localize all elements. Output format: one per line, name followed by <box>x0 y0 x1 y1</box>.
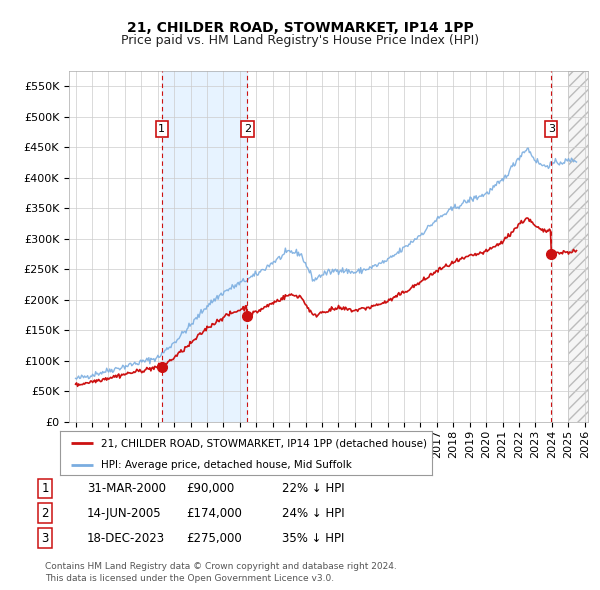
Bar <box>568 71 588 422</box>
Text: Price paid vs. HM Land Registry's House Price Index (HPI): Price paid vs. HM Land Registry's House … <box>121 34 479 47</box>
Text: 3: 3 <box>548 124 555 134</box>
Text: 35% ↓ HPI: 35% ↓ HPI <box>282 532 344 545</box>
Text: £275,000: £275,000 <box>186 532 242 545</box>
Text: 24% ↓ HPI: 24% ↓ HPI <box>282 507 344 520</box>
Text: HPI: Average price, detached house, Mid Suffolk: HPI: Average price, detached house, Mid … <box>101 460 352 470</box>
Text: Contains HM Land Registry data © Crown copyright and database right 2024.
This d: Contains HM Land Registry data © Crown c… <box>45 562 397 583</box>
Text: 2: 2 <box>244 124 251 134</box>
Text: 21, CHILDER ROAD, STOWMARKET, IP14 1PP: 21, CHILDER ROAD, STOWMARKET, IP14 1PP <box>127 21 473 35</box>
Text: £90,000: £90,000 <box>186 482 234 495</box>
Text: 2: 2 <box>41 507 49 520</box>
Bar <box>162 71 247 422</box>
Text: 31-MAR-2000: 31-MAR-2000 <box>87 482 166 495</box>
Text: 18-DEC-2023: 18-DEC-2023 <box>87 532 165 545</box>
Text: 3: 3 <box>41 532 49 545</box>
Text: 21, CHILDER ROAD, STOWMARKET, IP14 1PP (detached house): 21, CHILDER ROAD, STOWMARKET, IP14 1PP (… <box>101 438 427 448</box>
Text: £174,000: £174,000 <box>186 507 242 520</box>
Text: 1: 1 <box>41 482 49 495</box>
Text: 14-JUN-2005: 14-JUN-2005 <box>87 507 161 520</box>
Text: 1: 1 <box>158 124 165 134</box>
Text: 22% ↓ HPI: 22% ↓ HPI <box>282 482 344 495</box>
